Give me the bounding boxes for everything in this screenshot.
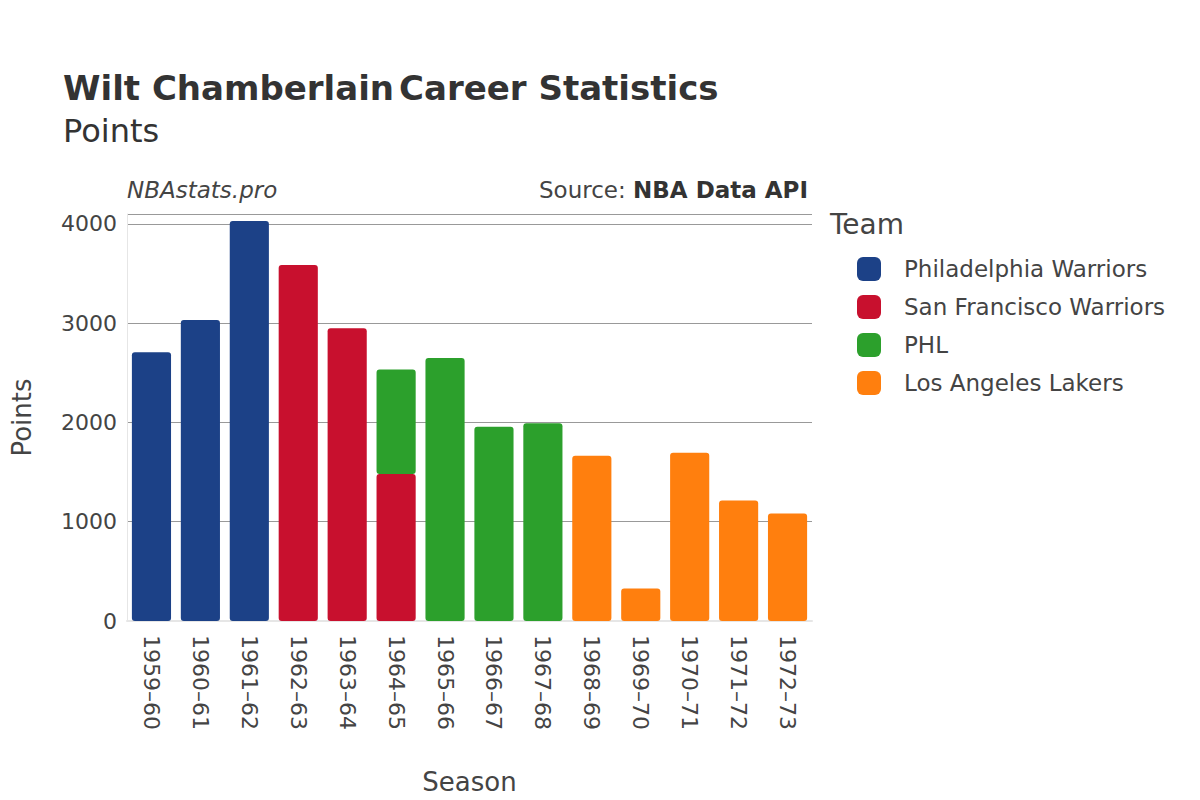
svg-text:3000: 3000 [61, 311, 117, 336]
svg-text:1959–60: 1959–60 [139, 635, 164, 730]
svg-text:2000: 2000 [61, 410, 117, 435]
svg-text:0: 0 [103, 609, 117, 634]
svg-text:Points: Points [7, 378, 37, 456]
svg-text:1000: 1000 [61, 509, 117, 534]
svg-text:4000: 4000 [61, 211, 117, 236]
svg-text:1961–62: 1961–62 [237, 635, 262, 730]
svg-text:1962–63: 1962–63 [286, 635, 311, 730]
svg-text:Season: Season [422, 767, 516, 797]
svg-text:San Francisco Warriors: San Francisco Warriors [904, 294, 1165, 320]
svg-text:1960–61: 1960–61 [188, 635, 213, 730]
svg-text:1963–64: 1963–64 [335, 635, 360, 730]
svg-text:NBA Data API: NBA Data API [633, 177, 808, 203]
svg-text:NBAstats.pro: NBAstats.pro [127, 177, 277, 203]
svg-text:1964–65: 1964–65 [384, 635, 409, 730]
svg-text:1970–71: 1970–71 [677, 635, 702, 730]
svg-text:Source:: Source: [539, 177, 633, 203]
svg-text:1972–73: 1972–73 [775, 635, 800, 730]
svg-text:Philadelphia Warriors: Philadelphia Warriors [904, 256, 1147, 282]
svg-text:1971–72: 1971–72 [726, 635, 751, 730]
svg-text:Career Statistics: Career Statistics [399, 68, 719, 108]
svg-text:PHL: PHL [904, 332, 948, 358]
svg-text:1968–69: 1968–69 [579, 635, 604, 730]
svg-text:Los Angeles Lakers: Los Angeles Lakers [904, 370, 1124, 396]
svg-text:Team: Team [829, 208, 904, 241]
svg-text:1966–67: 1966–67 [481, 635, 506, 730]
svg-text:1969–70: 1969–70 [628, 635, 653, 730]
svg-text:Points: Points [63, 112, 159, 150]
svg-text:1965–66: 1965–66 [433, 635, 458, 730]
svg-text:1967–68: 1967–68 [530, 635, 555, 730]
svg-text:Wilt Chamberlain: Wilt Chamberlain [63, 68, 394, 108]
